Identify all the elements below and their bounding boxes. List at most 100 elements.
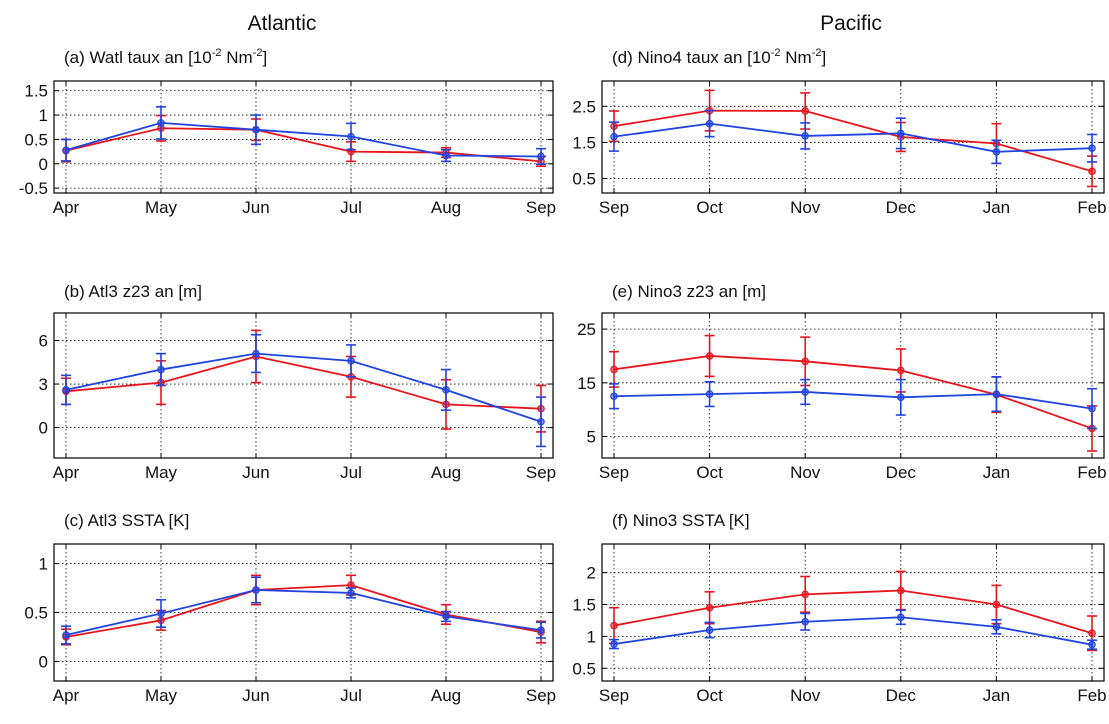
- x-tick-label: Dec: [886, 198, 917, 217]
- series-red: [61, 574, 546, 646]
- data-point: [992, 600, 1001, 609]
- y-tick-label: 0.5: [24, 130, 48, 149]
- panel-title: (f) Nino3 SSTA [K]: [612, 511, 750, 530]
- x-tick-label: Jun: [242, 463, 269, 482]
- x-tick-label: Sep: [599, 463, 629, 482]
- series-line: [65, 355, 542, 410]
- data-point: [1088, 167, 1096, 176]
- data-point: [705, 626, 714, 634]
- series-blue: [61, 106, 546, 166]
- data-point: [62, 386, 70, 394]
- y-tick-label: 1: [39, 106, 48, 125]
- data-point: [801, 590, 810, 599]
- panel-title: (c) Atl3 SSTA [K]: [64, 511, 189, 530]
- data-point: [610, 392, 618, 401]
- data-point: [252, 125, 260, 134]
- data-point: [896, 129, 905, 138]
- x-tick-label: Jul: [340, 686, 362, 705]
- data-point: [442, 386, 450, 394]
- series-line: [613, 122, 1093, 153]
- series-blue: [61, 576, 546, 645]
- series-blue: [61, 333, 546, 448]
- data-point: [801, 107, 810, 115]
- x-tick-label: May: [145, 198, 178, 217]
- data-point: [252, 586, 260, 594]
- y-tick-label: 6: [39, 332, 48, 351]
- title-superscript: -2: [771, 47, 781, 59]
- y-tick-label: -0.5: [19, 179, 48, 198]
- x-tick-label: Nov: [790, 463, 821, 482]
- x-tick-label: Aug: [431, 686, 461, 705]
- data-point: [992, 148, 1001, 156]
- column-heading: Pacific: [820, 12, 882, 35]
- plot-frame: [53, 312, 554, 459]
- data-point: [896, 393, 905, 402]
- data-point: [62, 146, 70, 154]
- data-point: [992, 623, 1001, 631]
- data-point: [347, 357, 355, 365]
- data-point: [347, 589, 355, 597]
- x-tick-label: Sep: [599, 686, 629, 705]
- series-red: [609, 334, 1097, 452]
- series-red: [609, 570, 1097, 652]
- x-tick-label: Jul: [340, 463, 362, 482]
- plot-frame: [601, 312, 1105, 459]
- column-heading: Atlantic: [248, 12, 317, 35]
- data-point: [157, 119, 165, 127]
- x-tick-label: Sep: [526, 686, 556, 705]
- chart-panel: (d) Nino4 taux an [10-2 Nm-2] Sep Oct Nov De…: [572, 47, 1106, 217]
- series-line: [613, 616, 1093, 646]
- x-tick-label: Nov: [790, 686, 821, 705]
- chart-panel: (e) Nino3 z23 an [m] Sep Oct Nov Dec Jan Feb 5 1…: [577, 282, 1107, 482]
- x-tick-label: Oct: [696, 463, 723, 482]
- data-point: [896, 586, 905, 595]
- data-point: [537, 417, 545, 426]
- x-tick-label: Feb: [1077, 686, 1106, 705]
- x-tick-label: May: [145, 686, 178, 705]
- data-point: [1088, 629, 1096, 638]
- x-tick-label: Feb: [1077, 198, 1106, 217]
- x-tick-label: Feb: [1077, 463, 1106, 482]
- y-tick-label: 5: [587, 428, 596, 447]
- data-point: [157, 609, 165, 618]
- data-point: [705, 119, 714, 128]
- data-point: [610, 365, 618, 374]
- series-blue: [609, 609, 1097, 650]
- y-tick-label: 15: [577, 374, 596, 393]
- y-tick-label: 1: [39, 555, 48, 574]
- y-tick-label: 1.5: [572, 133, 596, 152]
- series-line: [65, 584, 542, 638]
- data-point: [801, 357, 810, 366]
- title-end: ]: [822, 48, 827, 67]
- y-tick-label: 0.5: [572, 659, 596, 678]
- plot-frame: [601, 80, 1105, 194]
- series-line: [65, 127, 542, 163]
- data-point: [896, 366, 905, 375]
- x-tick-label: Aug: [431, 198, 461, 217]
- data-point: [1088, 640, 1096, 649]
- data-point: [442, 151, 450, 160]
- y-tick-label: 0: [39, 155, 48, 174]
- y-tick-label: 0: [39, 419, 48, 438]
- x-tick-label: Sep: [526, 463, 556, 482]
- title-superscript: -2: [812, 47, 822, 59]
- chart-panel: (a) Watl taux an [10-2 Nm-2] Apr May Jun Jul…: [19, 47, 556, 217]
- panel-title: (d) Nino4 taux an [10-2 Nm-2]: [612, 47, 826, 67]
- y-tick-label: 0: [39, 652, 48, 671]
- data-point: [705, 603, 714, 612]
- x-tick-label: Aug: [431, 463, 461, 482]
- data-point: [896, 613, 905, 622]
- data-point: [992, 390, 1001, 398]
- x-tick-label: Jul: [340, 198, 362, 217]
- title-superscript: -2: [212, 47, 222, 59]
- plot-frame: [601, 543, 1105, 682]
- data-point: [157, 365, 165, 374]
- data-point: [537, 152, 545, 161]
- y-tick-label: 25: [577, 320, 596, 339]
- y-tick-label: 1.5: [24, 82, 48, 101]
- series-line: [613, 109, 1093, 173]
- series-line: [65, 589, 542, 636]
- panel-title: (e) Nino3 z23 an [m]: [612, 282, 766, 301]
